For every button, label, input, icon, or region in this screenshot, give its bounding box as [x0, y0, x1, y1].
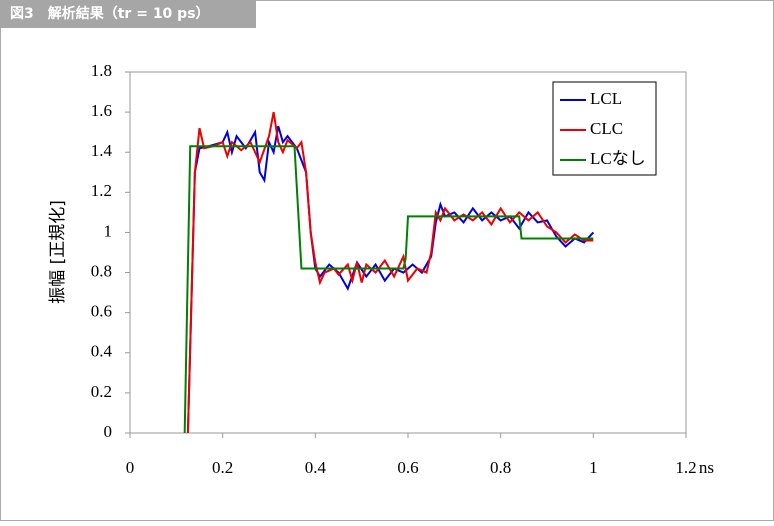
y-tick-label: 0.4 — [91, 342, 113, 361]
y-tick-label: 0 — [104, 422, 113, 441]
y-tick-label: 1.2 — [91, 181, 112, 200]
caption: 図3 解析結果（tr = 10 ps） — [10, 5, 210, 22]
y-tick-label: 1 — [104, 221, 113, 240]
y-tick-label: 1.4 — [91, 141, 113, 160]
y-tick-label: 1.8 — [91, 61, 112, 80]
x-tick-label: 1.2 — [675, 458, 696, 477]
x-tick-label: 0 — [126, 458, 135, 477]
caption-box — [0, 0, 256, 28]
legend-label: LCなし — [590, 149, 646, 168]
x-tick-label: 0.6 — [397, 458, 418, 477]
y-axis-label: 振幅 [正規化] — [48, 200, 68, 304]
x-tick-label: 0.8 — [490, 458, 511, 477]
x-tick-label: 0.2 — [212, 458, 233, 477]
x-tick-label: 1 — [589, 458, 598, 477]
x-tick-label: 0.4 — [305, 458, 327, 477]
y-tick-label: 0.2 — [91, 382, 112, 401]
y-tick-label: 0.6 — [91, 302, 112, 321]
y-tick-label: 1.6 — [91, 101, 112, 120]
y-tick-label: 0.8 — [91, 261, 112, 280]
legend-label: CLC — [590, 119, 623, 138]
x-axis-label: ns — [699, 458, 714, 477]
line — [186, 111, 594, 434]
legend-label: LCL — [590, 89, 622, 108]
line — [183, 145, 594, 434]
